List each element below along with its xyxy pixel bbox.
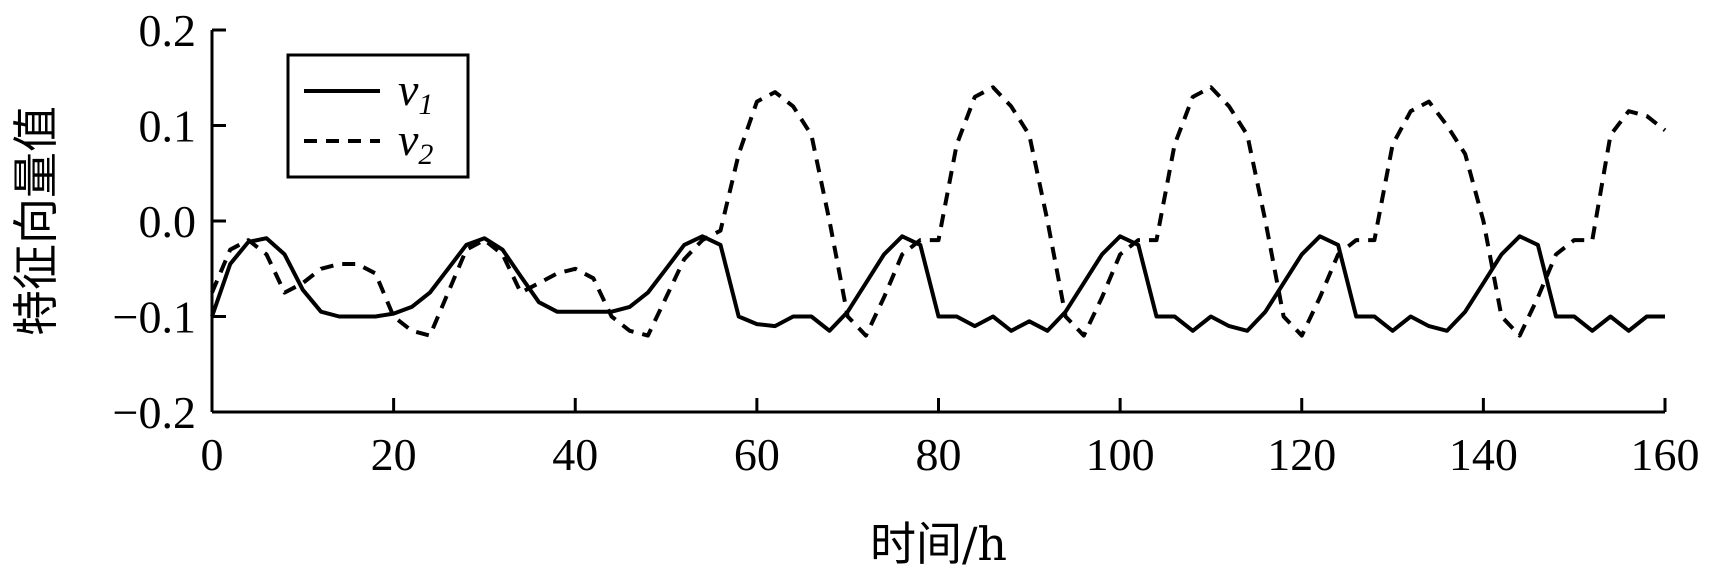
- y-ticks: −0.2 −0.1 0.0 0.1 0.2: [113, 5, 226, 438]
- x-ticks: 0 20 40 60 80 100 120 140 160: [201, 398, 1700, 480]
- x-tick-label: 100: [1086, 429, 1155, 480]
- series-group: [210, 85, 1667, 338]
- y-tick-label: 0.0: [139, 196, 197, 247]
- y-tick-label: −0.1: [113, 292, 196, 343]
- legend-label-subscript: 1: [418, 88, 433, 121]
- y-axis-label: 特征向量值: [9, 106, 63, 336]
- y-tick-label: 0.2: [139, 5, 197, 56]
- x-tick-label: 60: [734, 429, 780, 480]
- series-line-v2: [210, 85, 1667, 338]
- y-tick-label: 0.1: [139, 101, 197, 152]
- y-tick-label: −0.2: [113, 387, 196, 438]
- x-tick-label: 120: [1267, 429, 1336, 480]
- legend-box: [286, 53, 470, 179]
- legend-label-subscript: 2: [418, 138, 433, 171]
- x-tick-label: 140: [1449, 429, 1518, 480]
- x-tick-label: 0: [201, 429, 224, 480]
- x-axis-label: 时间/h: [870, 517, 1007, 571]
- x-tick-label: 160: [1631, 429, 1700, 480]
- x-tick-label: 20: [371, 429, 417, 480]
- series-line-v1: [210, 234, 1665, 333]
- x-tick-label: 40: [552, 429, 598, 480]
- x-tick-label: 80: [916, 429, 962, 480]
